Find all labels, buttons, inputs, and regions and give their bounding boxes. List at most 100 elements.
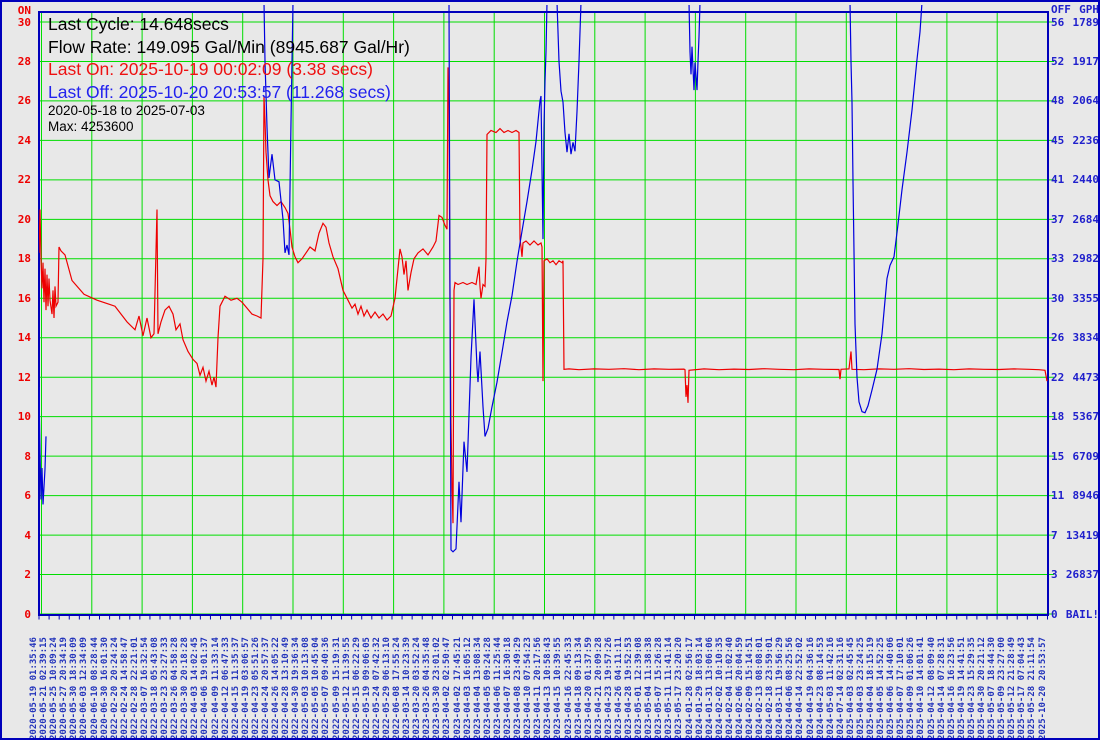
left-axis-tick-label: 26 [17,94,31,108]
right-axis-gph-value: 1789 [1072,15,1099,29]
right-axis-off-value: 18 [1051,410,1065,424]
right-axis-off-value: 45 [1051,133,1065,147]
x-axis-label: 2024-01-28 02:56:17 [684,637,695,740]
x-axis-label: 2024-07-14 02:31:16 [835,637,846,740]
x-axis-label: 2022-03-07 16:32:54 [139,637,150,740]
right-axis-off-value: 26 [1051,331,1065,345]
right-axis-off-value: 37 [1051,212,1065,226]
x-axis-label: 2025-05-09 23:27:00 [997,637,1008,740]
x-axis-label: 2022-03-26 04:58:28 [170,637,181,740]
x-axis-label: 2025-04-09 01:06:26 [906,637,917,740]
x-axis-label: 2025-04-06 14:40:06 [886,637,897,740]
x-axis-label: 2022-04-24 20:57:37 [260,637,271,740]
x-axis-label: 2022-04-28 13:10:49 [281,637,292,740]
plot-frame [38,11,1049,616]
x-axis-label: 2022-03-18 05:43:08 [150,637,161,740]
series-off-seconds-segment [448,5,548,553]
x-axis-label: 2025-05-28 21:11:54 [1027,637,1038,740]
x-axis-label: 2023-04-07 16:30:18 [502,637,513,740]
right-axis-row: 0 BAIL! [1051,608,1098,621]
x-axis-label: 2023-04-16 22:45:33 [563,637,574,740]
left-axis-tick-label: 6 [24,489,31,503]
right-axis-row: 26 3834 [1051,331,1099,345]
right-axis-off-value: 22 [1051,370,1065,384]
right-axis-row: 52 1917 [1051,54,1098,68]
x-axis-label: 2023-03-20 03:52:24 [412,637,423,740]
left-axis-tick-label: 10 [17,410,31,424]
x-axis-label: 2020-05-30 18:30:09 [69,637,80,740]
x-axis-label: 2023-04-18 09:13:34 [573,637,584,740]
x-axis-label: 2024-04-06 08:25:56 [785,637,796,740]
x-axis-label: 2025-04-10 14:01:41 [916,637,927,740]
right-axis-off-value: 52 [1051,54,1065,68]
x-axis-label: 2020-06-03 12:34:09 [79,637,90,740]
x-axis-label: 2022-03-23 23:27:33 [160,637,171,740]
right-axis-row: 41 2440 [1051,173,1099,187]
legend-last-cycle: Last Cycle: 14.648secs [48,14,229,34]
right-axis-off-value: 48 [1051,94,1065,108]
right-axis-row: 7 13419 [1051,528,1099,542]
x-axis-label: 2024-01-29 18:03:14 [694,637,705,740]
series-on-seconds [39,67,1048,524]
x-axis-label: 2024-02-09 15:14:51 [745,637,756,740]
right-axis-off-header: OFF [1051,3,1071,16]
left-axis-tick-label: 20 [17,212,31,226]
x-axis-label: 2020-05-25 10:09:24 [49,637,60,740]
right-axis-gph-value: 5367 [1072,410,1099,424]
x-axis-label: 2024-02-06 20:04:59 [734,637,745,740]
x-axis-label: 2020-05-27 20:34:19 [59,637,70,740]
right-axis-gph-value: 13419 [1065,528,1099,542]
x-axis-label: 2025-04-19 14:41:51 [956,637,967,740]
right-axis-off-value: 56 [1051,15,1065,29]
legend-flow-rate: Flow Rate: 149.095 Gal/Min (8945.687 Gal… [48,36,410,57]
right-axis-off-value: 3 [1051,568,1058,582]
x-axis-label: 2022-04-23 05:51:26 [250,637,261,740]
right-axis-off-value: 11 [1051,489,1065,503]
x-axis-label: 2023-03-26 04:35:48 [422,637,433,740]
left-axis-tick-label: 4 [24,528,31,542]
left-axis-tick-label: 14 [17,331,31,345]
right-axis-gph-value: 2440 [1072,173,1099,187]
x-axis-label: 2020-05-19 01:35:46 [29,637,39,740]
x-axis-label: 2024-04-19 04:36:16 [805,637,816,740]
x-axis-label: 2023-05-04 11:38:38 [644,637,655,740]
right-axis-row: 33 2982 [1051,252,1099,266]
x-axis-label: 2023-03-14 10:23:39 [402,637,413,740]
x-axis-label: 2022-05-24 07:42:32 [371,637,382,740]
x-axis-label: 2022-02-20 20:24:24 [109,637,120,740]
right-axis-row: 56 1789 [1051,15,1099,29]
x-axis-label: 2022-05-15 06:22:29 [351,637,362,740]
right-axis-row: 30 3355 [1051,291,1098,305]
x-axis-label: 2025-05-12 21:28:49 [1007,637,1018,740]
legend-max: Max: 4253600 [48,119,134,134]
x-axis-label: 2023-04-13 10:58:43 [543,637,554,740]
right-axis-off-value: 41 [1051,173,1065,187]
series-off-seconds-segment [688,5,701,91]
x-axis-label: 2023-04-03 16:05:12 [462,637,473,740]
right-axis-gph-value: 3834 [1072,331,1099,345]
x-axis-label: 2022-02-28 22:21:01 [129,637,140,740]
right-axis-off-value: 30 [1051,291,1065,305]
left-axis-tick-label: 8 [24,449,31,463]
left-axis-tick-label: 12 [17,370,31,384]
x-axis-label: 2022-05-05 10:45:04 [311,637,322,740]
right-axis-gph-value: 8946 [1072,489,1099,503]
x-axis-label: 2022-06-08 17:55:24 [392,637,403,740]
x-axis-label: 2025-04-16 16:23:56 [946,637,957,740]
x-axis-label: 2025-04-12 08:09:40 [926,637,937,740]
left-axis-tick-label: 2 [24,568,31,582]
right-axis-gph-value: 2684 [1072,212,1099,226]
right-axis-row: 3 26837 [1051,568,1098,582]
x-axis-label: 2024-04-23 08:14:53 [815,637,826,740]
series-off-seconds-segment [263,5,294,256]
x-axis-label: 2025-10-20 20:53:57 [1037,637,1048,740]
x-axis-label: 2023-05-07 15:26:28 [654,637,665,740]
x-axis-label: 2025-04-07 17:10:01 [896,637,907,740]
x-axis-label: 2023-04-20 01:37:59 [583,637,594,740]
x-axis-label: 2025-04-30 20:21:12 [976,637,987,740]
right-axis-gph-value: 6709 [1072,449,1099,463]
x-axis-label: 2024-02-13 08:08:01 [755,637,766,740]
left-axis-tick-label: 24 [17,133,31,147]
legend: Last Cycle: 14.648secs Flow Rate: 149.09… [48,13,410,135]
right-axis-gph-value: 2982 [1072,252,1099,266]
